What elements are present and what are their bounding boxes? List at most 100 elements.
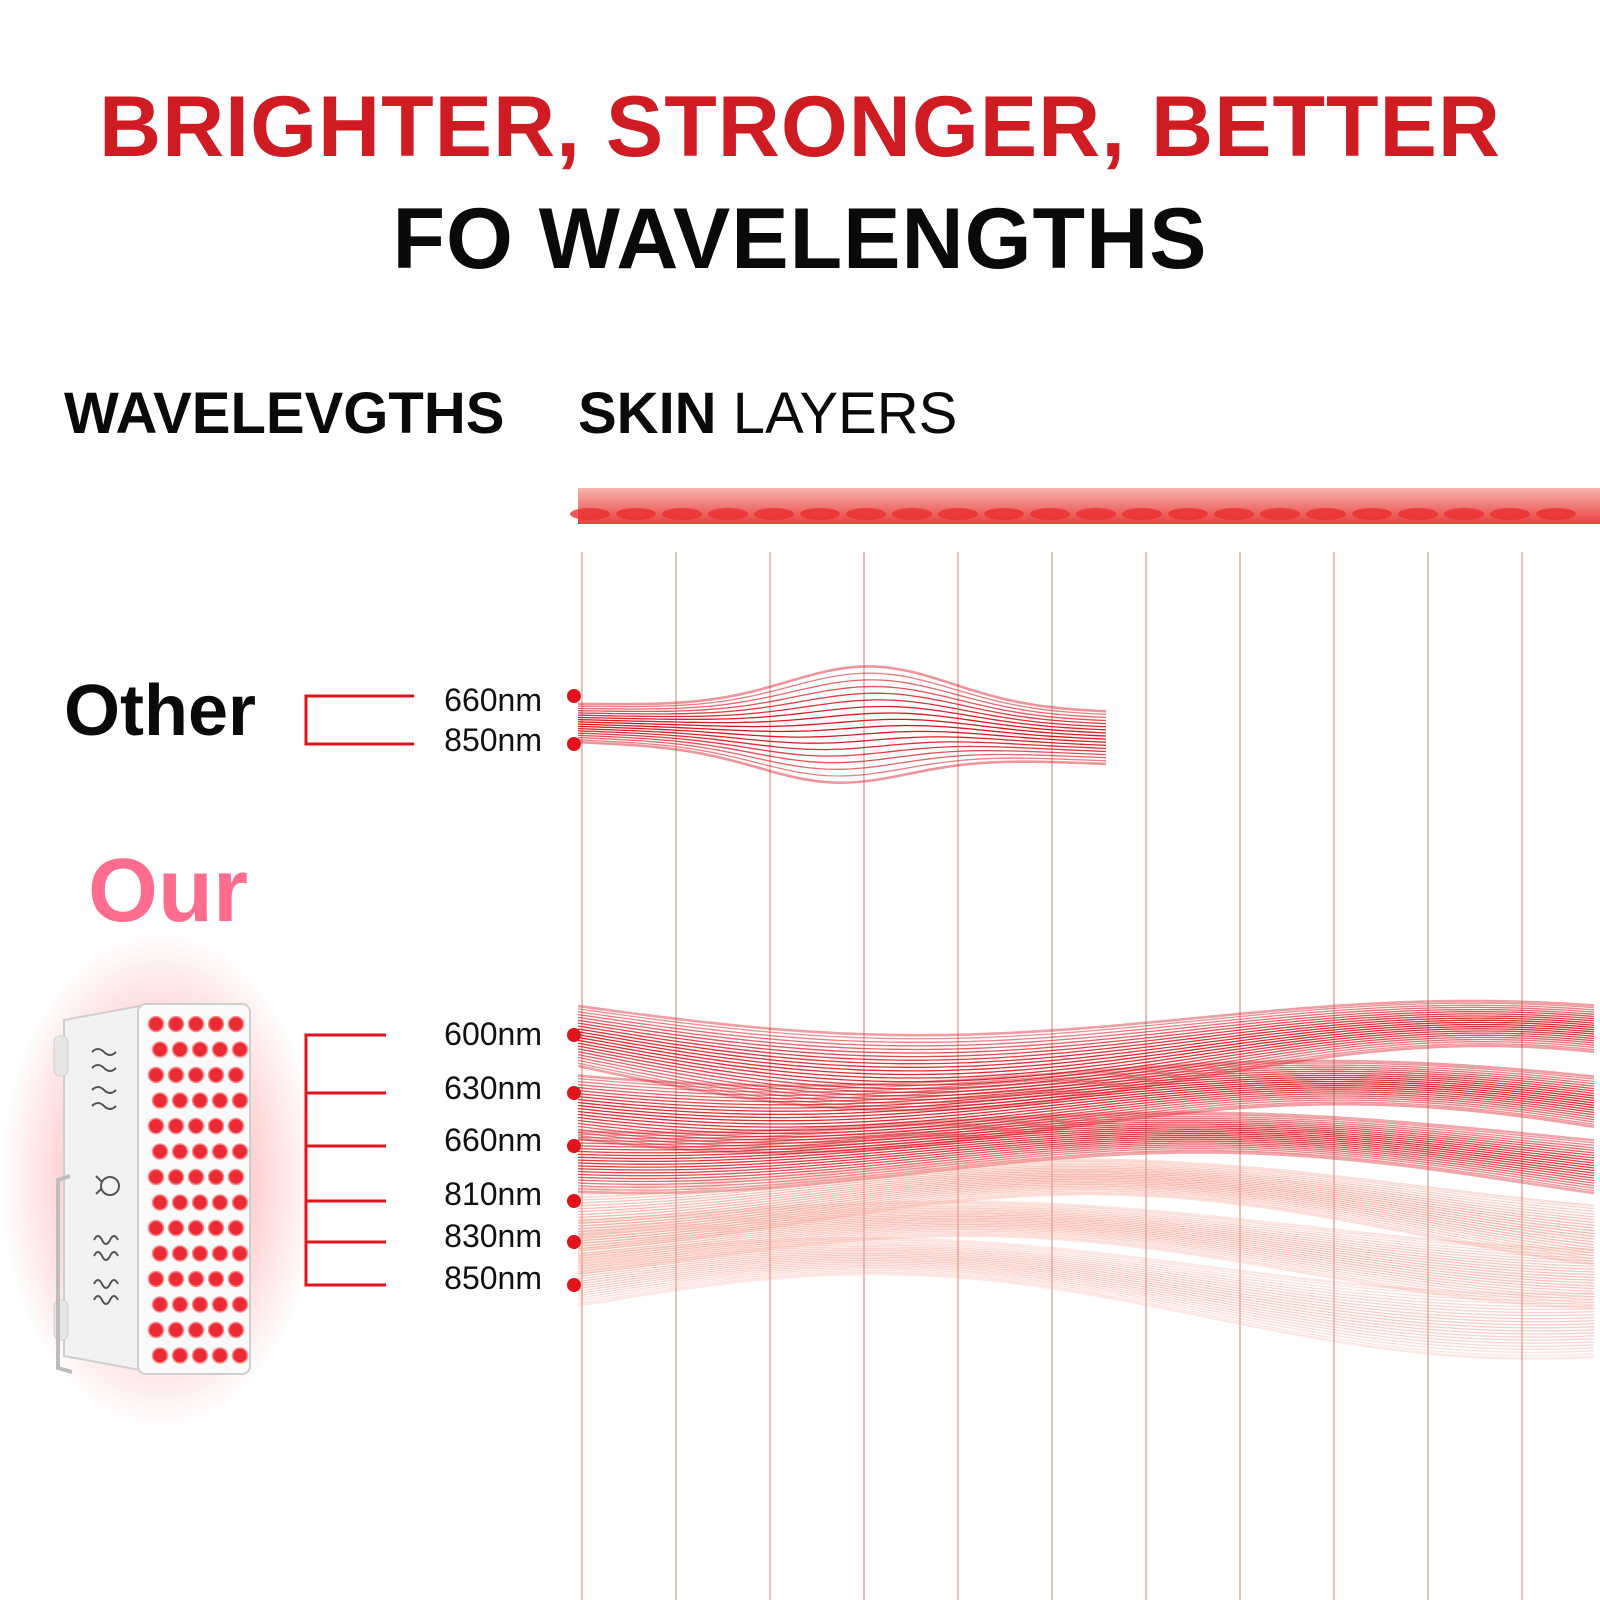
led bbox=[187, 1321, 205, 1339]
other-wave-line bbox=[577, 685, 1107, 722]
our-wave-line bbox=[577, 1132, 1595, 1169]
our-wave-line bbox=[577, 1237, 1595, 1296]
led bbox=[211, 1143, 229, 1160]
our-wave-line bbox=[577, 1091, 1595, 1135]
our-wave-line bbox=[577, 1209, 1595, 1265]
our-wavelength-label: 630nm bbox=[444, 1070, 542, 1106]
our-wave-line bbox=[577, 1004, 1595, 1043]
our-wave-line bbox=[577, 1119, 1595, 1152]
our-wave-line bbox=[577, 1028, 1595, 1083]
our-wave-line bbox=[577, 1215, 1595, 1276]
led bbox=[231, 1143, 249, 1160]
our-wave-line bbox=[577, 1173, 1595, 1232]
headline-line-2: FO WAVELENGTHS bbox=[392, 191, 1208, 287]
led bbox=[187, 1219, 205, 1237]
our-wave-line bbox=[577, 1026, 1595, 1079]
led bbox=[151, 1041, 169, 1058]
our-wave-line bbox=[577, 1177, 1595, 1237]
our-wave-line bbox=[577, 1222, 1595, 1287]
skin-cell bbox=[1168, 508, 1208, 520]
led bbox=[187, 1168, 205, 1186]
other-wave-line bbox=[577, 679, 1107, 719]
our-wave-line bbox=[577, 1249, 1595, 1317]
skin-cell bbox=[1536, 508, 1576, 520]
our-wave-line bbox=[577, 1123, 1595, 1157]
led bbox=[187, 1015, 205, 1033]
led bbox=[191, 1194, 209, 1211]
our-wave-line bbox=[577, 1178, 1595, 1240]
our-wave-line bbox=[577, 1138, 1595, 1177]
led bbox=[207, 1270, 225, 1288]
our-wave-line bbox=[577, 1013, 1595, 1058]
our-wave-line bbox=[577, 1251, 1595, 1320]
led bbox=[171, 1092, 189, 1109]
our-wave-line bbox=[577, 1258, 1595, 1332]
led bbox=[207, 1066, 225, 1084]
our-wave-line bbox=[577, 1246, 1595, 1311]
wavelength-dot bbox=[567, 1194, 581, 1208]
our-wave-line bbox=[577, 1233, 1595, 1306]
our-wave-line bbox=[577, 1272, 1595, 1360]
our-wave-line bbox=[577, 1247, 1595, 1314]
our-wave-line bbox=[577, 1183, 1595, 1249]
our-wave-line bbox=[577, 1011, 1595, 1054]
our-wave-line bbox=[577, 1144, 1595, 1184]
led bbox=[227, 1015, 245, 1033]
skin-cell bbox=[570, 508, 610, 520]
our-wave-line bbox=[577, 1085, 1595, 1125]
our-wave-line bbox=[577, 1207, 1595, 1262]
wavelengths-column-header: WAVELEVGTHS bbox=[64, 381, 505, 446]
our-wave-line bbox=[577, 1140, 1595, 1179]
our-wave-line bbox=[577, 1121, 1595, 1154]
wavelength-dot bbox=[567, 1278, 581, 1292]
led bbox=[207, 1219, 225, 1237]
our-wave-line bbox=[577, 1269, 1595, 1354]
our-wave-line bbox=[577, 1142, 1595, 1182]
our-wave-line bbox=[577, 1136, 1595, 1174]
led bbox=[167, 1168, 185, 1186]
our-wave-line bbox=[577, 1217, 1595, 1279]
led bbox=[167, 1321, 185, 1339]
our-wave-line bbox=[577, 1066, 1595, 1096]
our-wave-line bbox=[577, 1165, 1595, 1218]
wavelength-dot bbox=[567, 689, 581, 703]
other-wave-line bbox=[577, 736, 1107, 770]
wavelength-dot bbox=[567, 1028, 581, 1042]
our-wave-line bbox=[577, 1130, 1595, 1167]
led bbox=[231, 1347, 249, 1364]
our-wave-line bbox=[577, 1200, 1595, 1252]
led bbox=[207, 1117, 225, 1135]
our-wave-line bbox=[577, 1210, 1595, 1268]
led bbox=[211, 1347, 229, 1364]
our-wave-line bbox=[577, 1223, 1595, 1290]
skin-surface-band bbox=[570, 488, 1600, 524]
our-wave-line bbox=[577, 1271, 1595, 1357]
our-wavelength-label: 810nm bbox=[444, 1176, 542, 1212]
our-wave-line bbox=[577, 1254, 1595, 1326]
wavelength-dot bbox=[567, 1086, 581, 1100]
our-wave-line bbox=[577, 1256, 1595, 1329]
our-wave-line bbox=[577, 1111, 1595, 1142]
our-wave-line bbox=[577, 1117, 1595, 1149]
our-wave-line bbox=[577, 1134, 1595, 1172]
skin-cell bbox=[708, 508, 748, 520]
our-wave-line bbox=[577, 1231, 1595, 1303]
our-wave-line bbox=[577, 1083, 1595, 1122]
our-wave-line bbox=[577, 1076, 1595, 1112]
other-wave-line bbox=[577, 692, 1107, 725]
led bbox=[191, 1092, 209, 1109]
our-wave-line bbox=[577, 1021, 1595, 1072]
led bbox=[147, 1117, 165, 1135]
our-wave-line bbox=[577, 1115, 1595, 1146]
led bbox=[147, 1270, 165, 1288]
our-wave-line bbox=[577, 1015, 1595, 1061]
our-wave-line bbox=[577, 1160, 1595, 1210]
our-wave-line bbox=[577, 1129, 1595, 1164]
our-wave-line bbox=[577, 1099, 1595, 1147]
led bbox=[231, 1296, 249, 1313]
skin-cell bbox=[1490, 508, 1530, 520]
our-wave-line bbox=[577, 1158, 1595, 1207]
led bbox=[147, 1321, 165, 1339]
led bbox=[227, 1219, 245, 1237]
skin-cell bbox=[1076, 508, 1116, 520]
